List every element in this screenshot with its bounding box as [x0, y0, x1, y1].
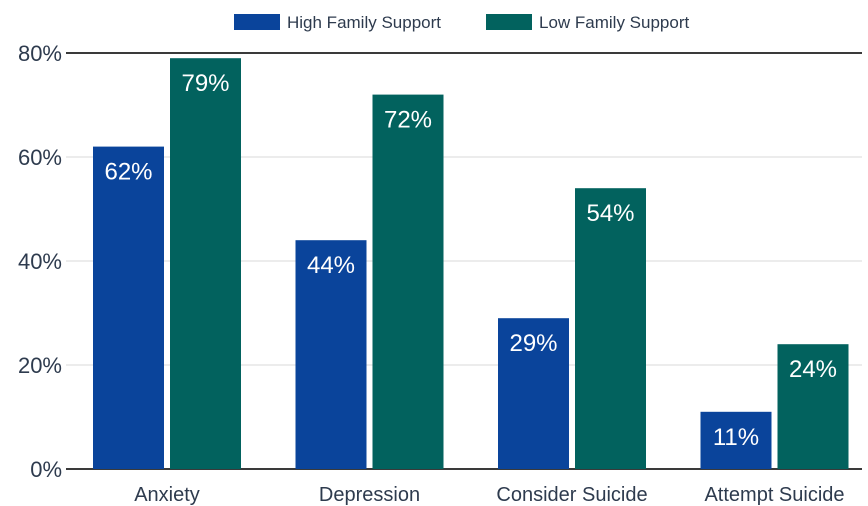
bars [93, 58, 849, 469]
bar-value-label: 24% [789, 356, 837, 383]
bar-low-family-support-attempt-suicide [777, 344, 849, 469]
bar-value-labels: 62% 79% 44% 72% 29% 54% 11% 24% [104, 70, 837, 451]
x-category-label: Attempt Suicide [704, 484, 844, 506]
legend-swatch [234, 14, 280, 30]
x-category-label: Consider Suicide [496, 484, 647, 506]
y-tick-label: 20% [18, 353, 62, 378]
bar-value-label: 44% [307, 252, 355, 279]
bar-high-family-support-anxiety [93, 146, 164, 469]
y-axis-tick-labels: 0% 20% 40% 60% 80% [18, 41, 62, 482]
y-tick-label: 0% [30, 457, 62, 482]
bar-high-family-support-consider-suicide [498, 318, 569, 469]
x-axis-category-labels: Anxiety Depression Consider Suicide Attempt… [134, 484, 844, 506]
bar-low-family-support-depression [372, 94, 444, 469]
bar-low-family-support-anxiety [170, 58, 241, 469]
legend-label: High Family Support [287, 13, 441, 32]
legend: High Family Support Low Family Support [234, 13, 690, 32]
bar-high-family-support-depression [295, 240, 367, 469]
x-category-label: Anxiety [134, 484, 200, 506]
bar-value-label: 11% [713, 424, 759, 451]
bar-high-family-support-attempt-suicide [700, 411, 772, 469]
legend-label: Low Family Support [539, 13, 690, 32]
x-category-label: Depression [319, 484, 420, 506]
bar-value-label: 72% [384, 107, 432, 134]
bar-low-family-support-consider-suicide [575, 188, 646, 469]
legend-swatch [486, 14, 532, 30]
bar-value-label: 79% [181, 70, 229, 97]
y-tick-label: 60% [18, 145, 62, 170]
y-tick-label: 40% [18, 249, 62, 274]
bar-value-label: 54% [586, 200, 634, 227]
bar-value-label: 29% [509, 330, 557, 357]
bar-value-label: 62% [104, 159, 152, 186]
y-tick-label: 80% [18, 41, 62, 66]
